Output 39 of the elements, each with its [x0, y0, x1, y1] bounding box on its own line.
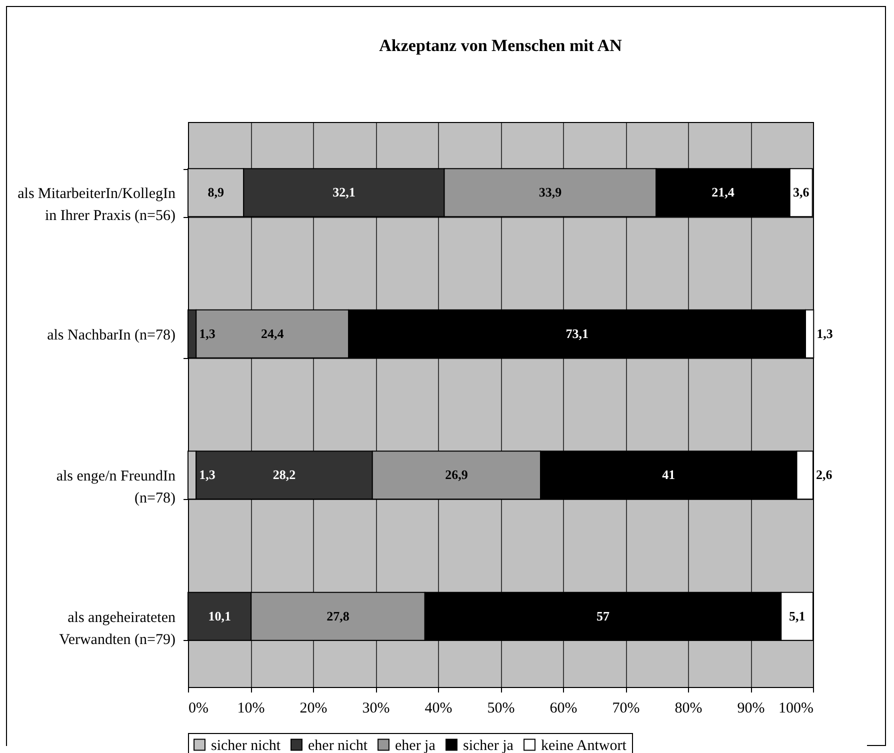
data-label: 28,2 [272, 467, 296, 482]
x-tick-label: 60% [550, 700, 578, 716]
data-label: 41 [662, 467, 676, 482]
data-label: 1,3 [199, 326, 216, 341]
data-label: 57 [596, 608, 610, 624]
data-label: 26,9 [445, 467, 468, 482]
x-tick-label: 100% [778, 700, 814, 716]
legend-label: eher ja [395, 738, 436, 753]
x-tick-label: 90% [737, 700, 765, 716]
data-label: 27,8 [326, 608, 350, 624]
data-label: 73,1 [566, 326, 588, 341]
x-tick-label: 70% [612, 700, 640, 716]
y-tick-label: als MitarbeiterIn/KollegIn in Ihrer Praxis (n=56) [18, 186, 176, 224]
y-tick-label: als NachbarIn (n=78) [47, 327, 176, 344]
data-label: 8,9 [208, 184, 224, 200]
x-tick-label: 0% [188, 700, 208, 716]
data-label: 1,3 [816, 326, 834, 341]
legend-label: sicher ja [463, 738, 514, 753]
data-label: 3,6 [793, 184, 810, 200]
x-tick-label: 40% [424, 700, 452, 716]
legend-label: sicher nicht [211, 738, 282, 753]
data-label: 24,4 [261, 326, 284, 341]
x-tick-label: 10% [237, 700, 265, 716]
data-label: 33,9 [538, 184, 562, 200]
legend-label: keine Antwort [541, 738, 628, 753]
x-tick-label: 80% [674, 700, 702, 716]
y-tick-label: als angeheirateten Verwandten (n=79) [59, 610, 176, 648]
data-label: 1,3 [199, 467, 216, 482]
x-tick-label: 50% [487, 700, 515, 716]
data-label: 5,1 [788, 608, 806, 624]
chart-title: Akzeptanz von Menschen mit AN [379, 36, 623, 55]
data-label: 10,1 [208, 608, 231, 624]
x-tick-label: 30% [362, 700, 390, 716]
data-label: 2,6 [816, 467, 833, 482]
x-tick-label: 20% [300, 700, 328, 716]
data-label: 21,4 [712, 184, 735, 200]
data-label: 32,1 [332, 184, 356, 200]
y-tick-label: als enge/n FreundIn (n=78) [56, 468, 176, 507]
legend-label: eher nicht [308, 738, 368, 753]
